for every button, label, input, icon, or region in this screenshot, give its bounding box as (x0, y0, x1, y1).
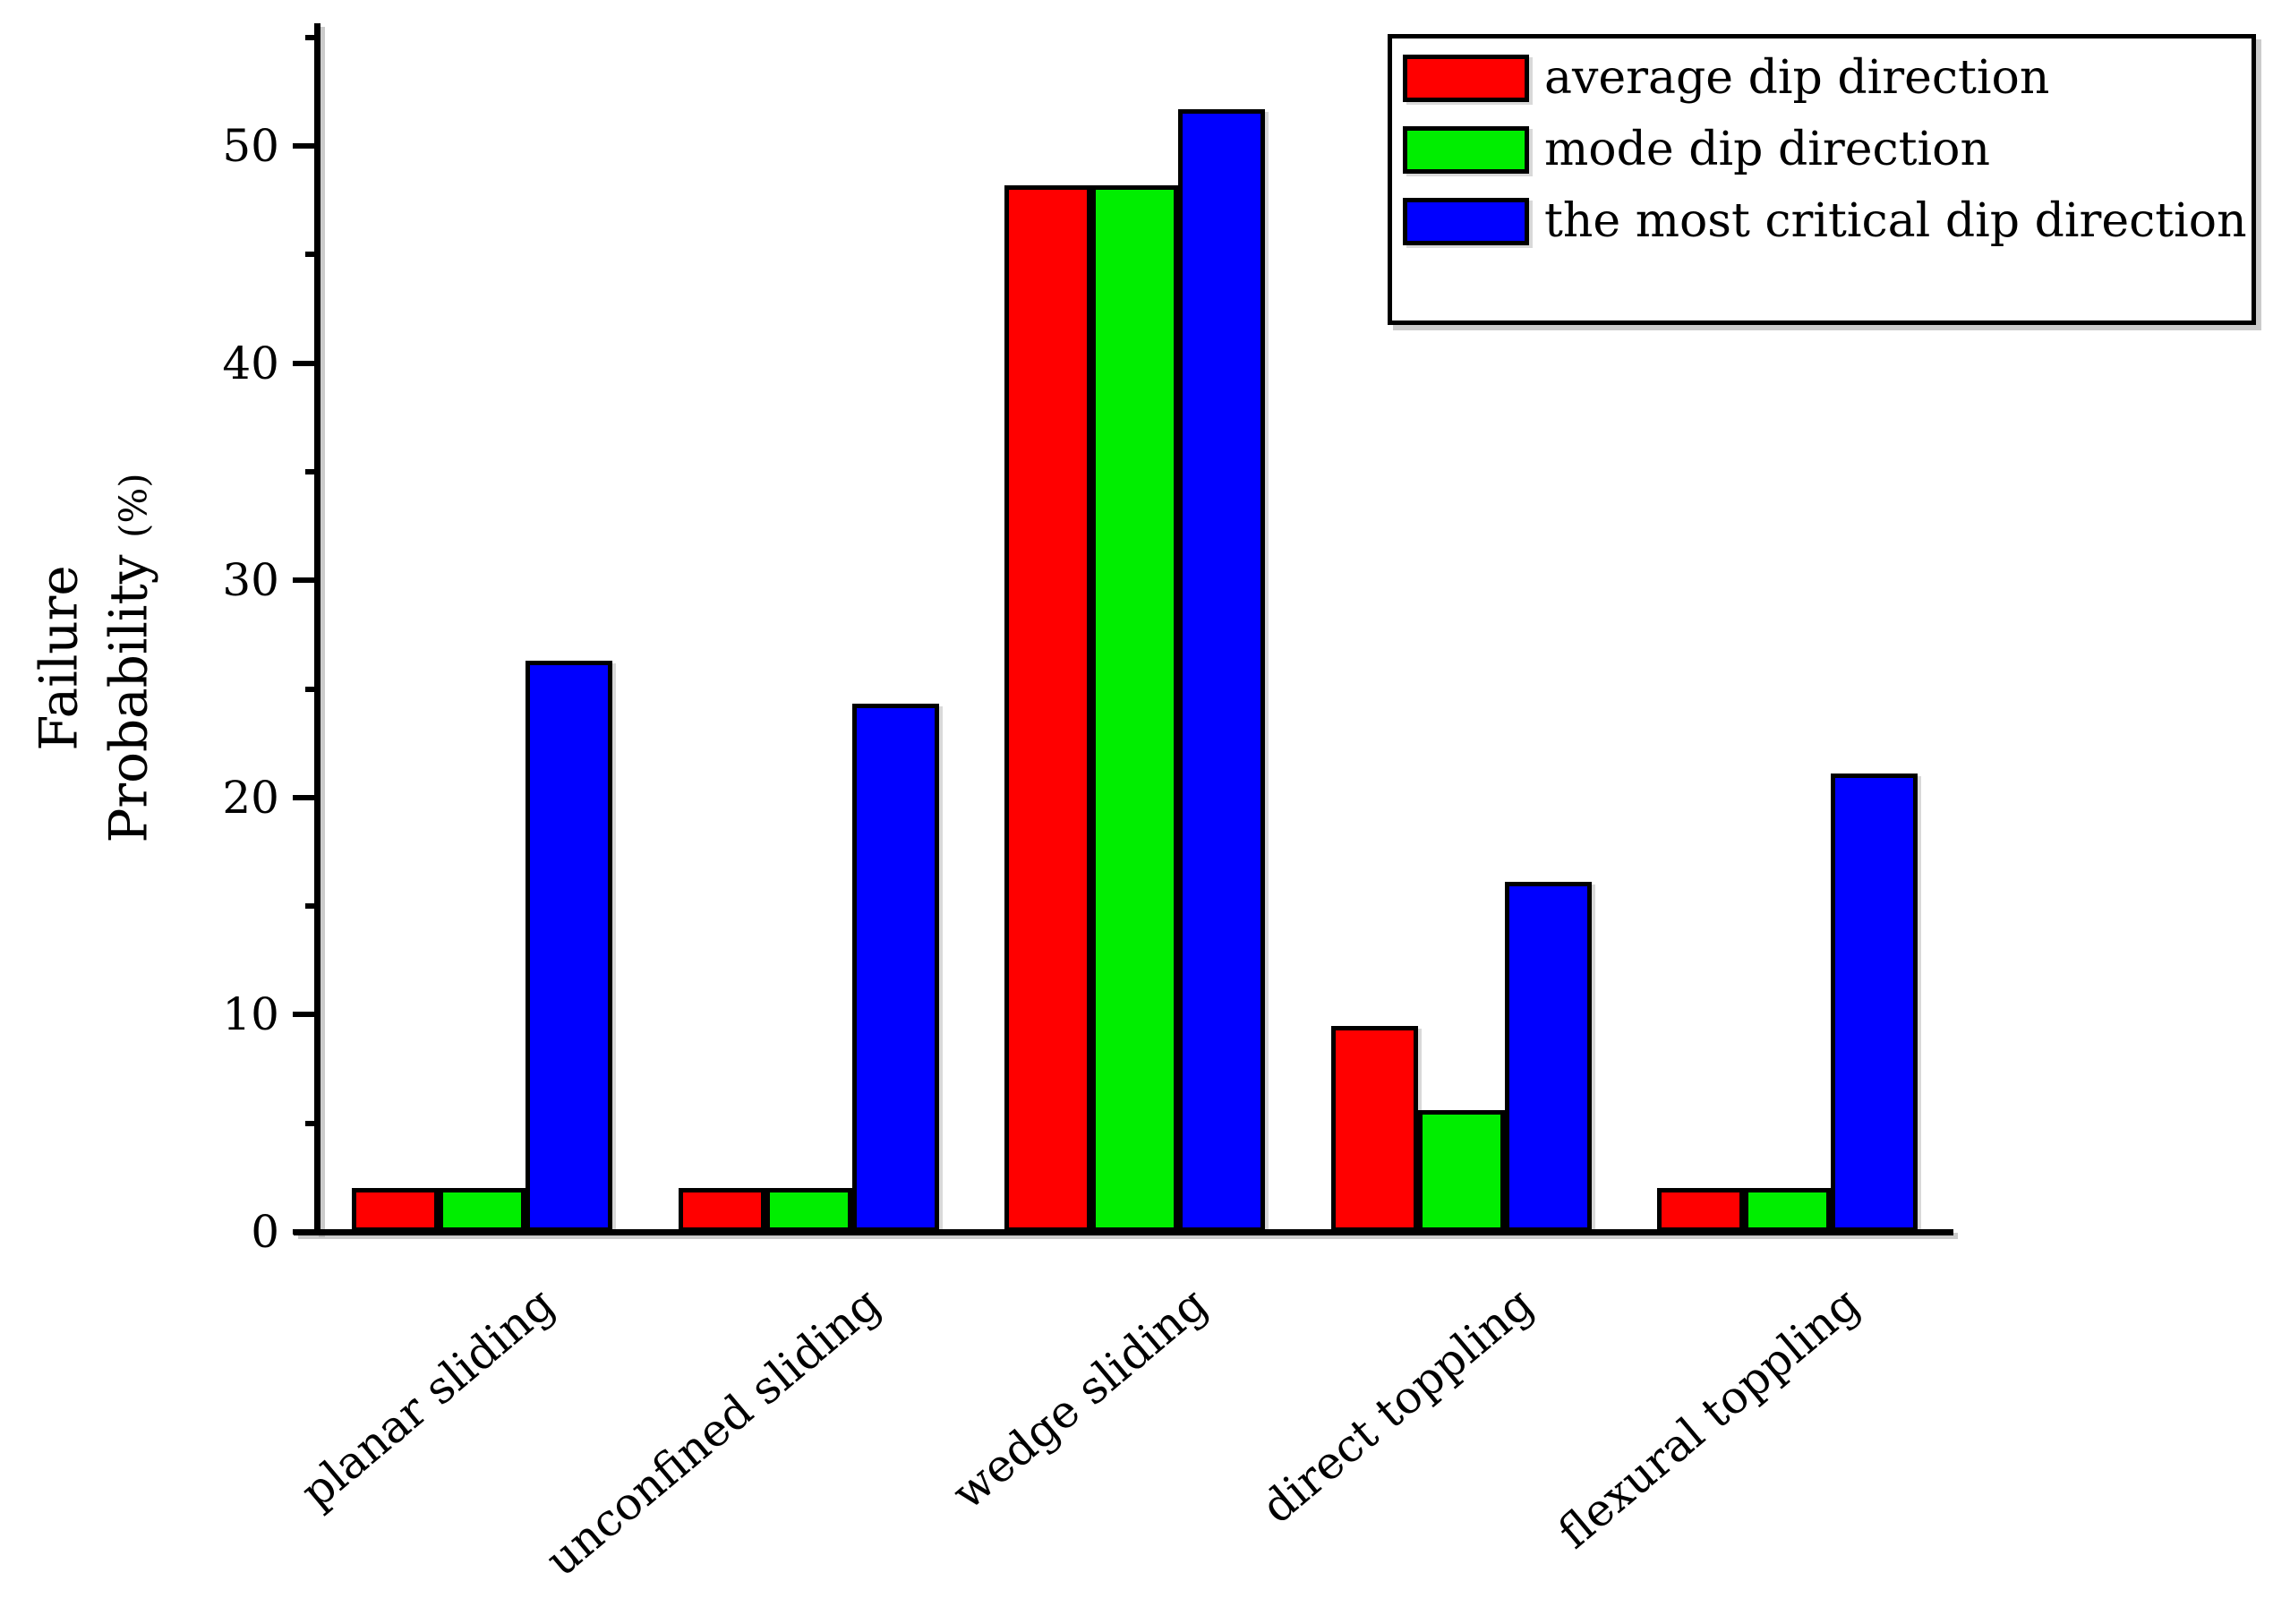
y-major-tick (293, 360, 320, 366)
plot-area (318, 23, 1953, 1232)
y-minor-tick (305, 903, 318, 910)
x-label-planar-sliding: planar sliding (291, 1277, 565, 1519)
y-tick-label: 0 (251, 1206, 279, 1258)
y-tick-label: 50 (222, 120, 279, 172)
bar-wedge-sliding-average-dip-direction (1004, 185, 1091, 1232)
bar-planar-sliding-the-most-critical-dip-direction (526, 661, 612, 1232)
y-minor-tick (305, 252, 318, 258)
legend-label: the most critical dip direction (1544, 194, 2247, 248)
y-major-tick (293, 794, 320, 800)
legend-swatch-the-most-critical-dip-direction (1403, 197, 1529, 245)
y-minor-tick (305, 34, 318, 40)
legend-label: mode dip direction (1544, 123, 1990, 176)
bar-flexural-toppling-the-most-critical-dip-direction (1831, 774, 1918, 1232)
legend-row: average dip direction (1403, 42, 2252, 114)
legend-label: average dip direction (1544, 51, 2050, 105)
y-major-tick (293, 1012, 320, 1018)
x-label-flexural-toppling: flexural toppling (1548, 1277, 1870, 1559)
legend-row: mode dip direction (1403, 114, 2252, 185)
legend-swatch-mode-dip-direction (1403, 125, 1529, 174)
y-tick-label: 20 (222, 771, 279, 824)
bar-wedge-sliding-mode-dip-direction (1091, 185, 1178, 1232)
x-label-wedge-sliding: wedge sliding (942, 1277, 1218, 1520)
legend: average dip direction mode dip direction t… (1388, 34, 2256, 325)
y-major-tick (293, 143, 320, 149)
y-tick-label: 40 (222, 337, 279, 389)
y-tick-label: 30 (222, 554, 279, 607)
y-minor-tick (305, 686, 318, 692)
y-axis-line (314, 23, 320, 1234)
bar-wedge-sliding-the-most-critical-dip-direction (1178, 109, 1265, 1232)
y-minor-tick (305, 468, 318, 474)
legend-swatch-average-dip-direction (1403, 54, 1529, 102)
x-axis-line (294, 1229, 1953, 1235)
y-major-tick (293, 577, 320, 584)
y-minor-tick (305, 1120, 318, 1126)
x-label-direct-toppling: direct toppling (1252, 1277, 1543, 1534)
x-label-unconfined-sliding: unconfined sliding (536, 1277, 891, 1586)
bar-direct-toppling-the-most-critical-dip-direction (1504, 882, 1592, 1232)
y-tick-label: 10 (222, 988, 279, 1041)
legend-row: the most critical dip direction (1403, 185, 2252, 257)
bar-planar-sliding-average-dip-direction (352, 1188, 439, 1232)
bar-unconfined-sliding-the-most-critical-dip-direction (851, 704, 939, 1232)
